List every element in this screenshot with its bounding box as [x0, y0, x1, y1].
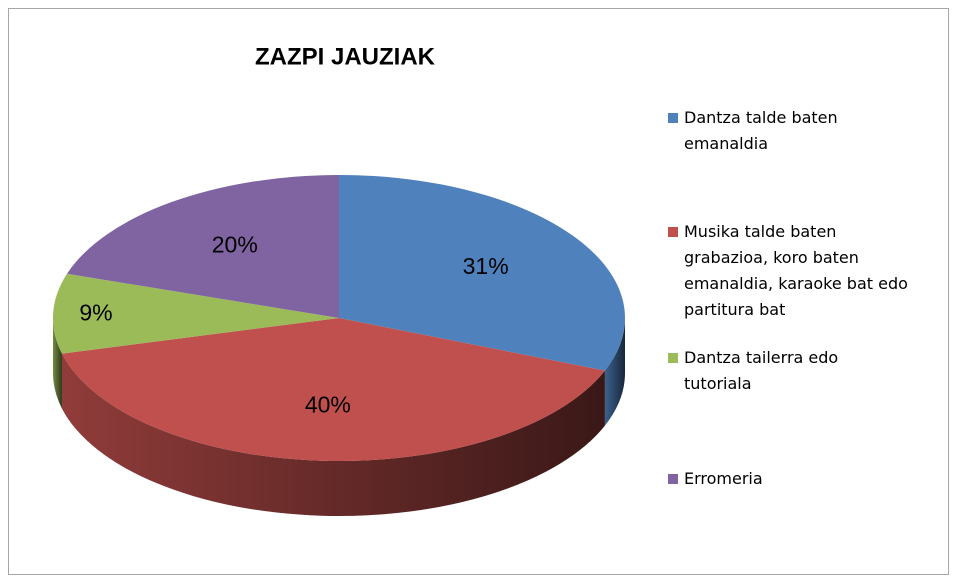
pie-side: [61, 353, 605, 516]
data-label: 9%: [79, 299, 112, 325]
pie-slice: [339, 175, 625, 371]
chart-title: ZAZPI JAUZIAK: [255, 43, 436, 70]
legend-swatch: [668, 474, 678, 484]
legend-item: Musika talde baten grabazioa, koro baten…: [668, 219, 908, 323]
pie: 31% 40% 9% 20%: [53, 175, 625, 516]
legend-label: Erromeria: [684, 469, 763, 488]
pie-side: [53, 318, 62, 409]
legend-item: Erromeria: [668, 466, 908, 492]
legend-label: Musika talde baten grabazioa, koro baten…: [684, 222, 908, 319]
legend-item: Dantza talde baten emanaldia: [668, 105, 908, 157]
legend-item: Dantza tailerra edo tutoriala: [668, 345, 908, 397]
data-label: 20%: [212, 231, 258, 257]
legend-swatch: [668, 227, 678, 237]
pie-slice: [66, 175, 339, 318]
legend-swatch: [668, 353, 678, 363]
pie-side: [604, 318, 625, 426]
legend-label: Dantza talde baten emanaldia: [684, 108, 838, 153]
pie-slice: [53, 273, 340, 354]
legend-label: Dantza tailerra edo tutoriala: [684, 348, 839, 393]
legend-swatch: [668, 113, 678, 123]
data-label: 40%: [305, 392, 351, 418]
data-label: 31%: [463, 253, 509, 279]
pie-slice: [61, 318, 605, 461]
